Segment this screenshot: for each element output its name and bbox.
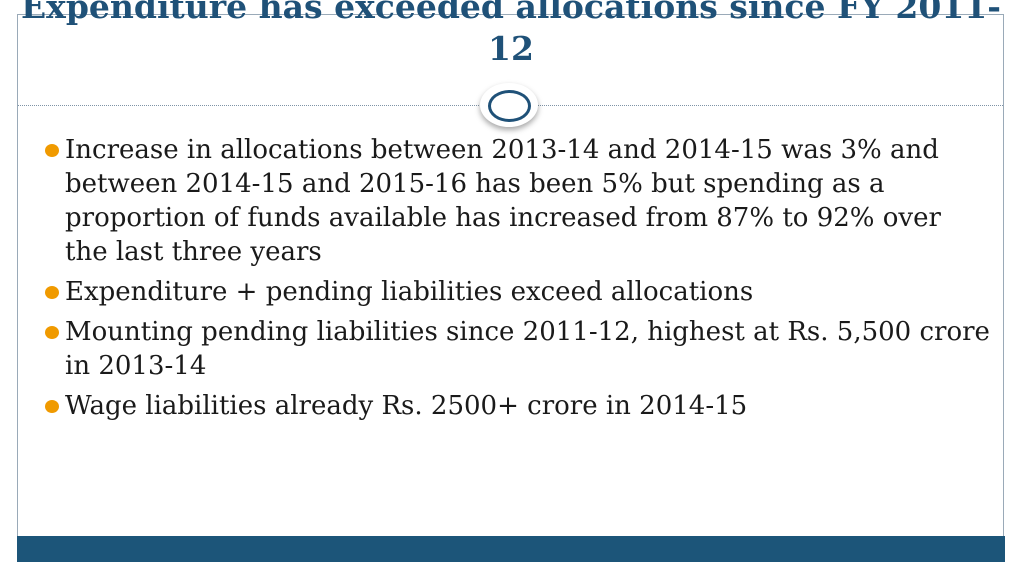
- bullet-text: Increase in allocations between 2013-14 …: [65, 135, 941, 267]
- bullet-dot-icon: [45, 326, 59, 339]
- bullet-item: Wage liabilities already Rs. 2500+ crore…: [45, 389, 990, 423]
- bullet-text: Wage liabilities already Rs. 2500+ crore…: [65, 391, 748, 421]
- bullet-item: Expenditure + pending liabilities exceed…: [45, 275, 990, 309]
- bullet-item: Mounting pending liabilities since 2011-…: [45, 315, 990, 383]
- footer-bar: [17, 536, 1005, 562]
- bullet-dot-icon: [45, 400, 59, 413]
- bullet-text: Expenditure + pending liabilities exceed…: [65, 277, 754, 307]
- bullet-dot-icon: [45, 286, 59, 299]
- ring-ornament-icon: [480, 83, 538, 127]
- bullet-dot-icon: [45, 144, 59, 157]
- slide-title: Expenditure has exceeded allocations sin…: [21, 0, 1001, 68]
- bullet-list: Increase in allocations between 2013-14 …: [45, 133, 990, 429]
- bullet-text: Mounting pending liabilities since 2011-…: [65, 317, 990, 381]
- bullet-item: Increase in allocations between 2013-14 …: [45, 133, 990, 269]
